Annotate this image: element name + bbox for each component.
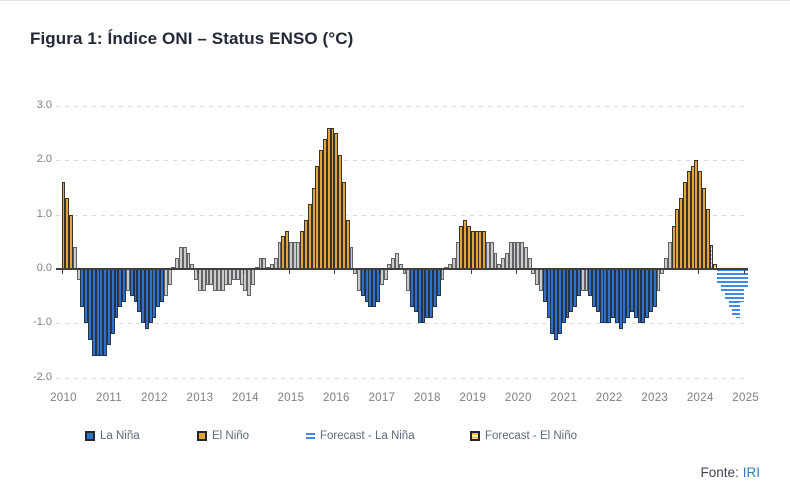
legend-item-forecast-la-nina: Forecast - La Niña — [306, 427, 415, 445]
legend-item-la-nina: La Niña — [85, 427, 140, 445]
x-axis-tick — [470, 269, 472, 274]
legend-item-forecast-el-nino: Forecast - El Niño — [470, 427, 577, 445]
oni-bar — [720, 269, 725, 291]
gridline — [56, 377, 748, 379]
zero-axis-line — [56, 268, 748, 270]
oni-bar — [743, 269, 748, 288]
x-axis-tick — [334, 269, 336, 274]
la-nina-swatch-icon — [85, 431, 95, 441]
oni-bar — [736, 269, 740, 318]
legend-label: El Niño — [212, 430, 250, 442]
x-axis-tick-label: 2014 — [232, 392, 259, 404]
x-axis-tick — [61, 269, 63, 274]
forecast-la-nina-swatch-icon — [306, 433, 315, 439]
source-link[interactable]: IRI — [742, 465, 760, 480]
x-axis-tick — [197, 269, 199, 274]
gridline — [56, 214, 748, 216]
oni-bar — [728, 269, 733, 307]
x-axis-tick-label: 2018 — [413, 392, 441, 404]
x-axis-tick-label: 2022 — [595, 392, 623, 404]
x-axis-tick — [106, 269, 108, 274]
x-axis-tick-label: 2017 — [368, 392, 396, 404]
x-axis-tick-label: 2021 — [550, 392, 578, 404]
oni-bar — [717, 269, 722, 283]
y-axis-tick-label: 2.0 — [36, 153, 52, 166]
x-axis-tick-label: 2019 — [459, 392, 487, 404]
x-axis-tick-label: 2015 — [277, 392, 305, 404]
gridline — [56, 160, 748, 162]
legend-item-el-nino: El Niño — [197, 427, 249, 445]
source-label: Fonte: — [700, 465, 739, 480]
x-axis-tick — [243, 269, 245, 274]
x-axis-tick — [425, 269, 427, 274]
y-axis-tick-label: 3.0 — [36, 99, 52, 112]
source-note: Fonte: IRI — [700, 465, 760, 480]
x-axis-tick-label: 2012 — [141, 392, 168, 404]
x-axis-tick — [288, 269, 290, 274]
x-axis-tick-label: 2016 — [322, 392, 350, 404]
legend-label: Forecast - El Niño — [485, 430, 578, 442]
x-axis-tick-label: 2020 — [504, 392, 532, 404]
forecast-el-nino-swatch-icon — [470, 431, 480, 441]
gridline — [56, 323, 748, 325]
x-axis-tick-label: 2023 — [641, 392, 669, 404]
x-axis-tick-label: 2010 — [50, 392, 77, 404]
chart-legend: La Niña El Niño Forecast - La Niña Forec… — [0, 427, 790, 447]
x-axis-tick — [379, 269, 381, 274]
y-axis-tick-label: -2.0 — [33, 370, 52, 383]
legend-label: Forecast - La Niña — [320, 430, 415, 442]
x-axis-tick-label: 2011 — [96, 392, 122, 404]
x-axis-tick — [698, 269, 700, 274]
y-axis-tick-label: 0.0 — [36, 262, 52, 274]
x-axis-tick — [743, 269, 745, 274]
x-axis-tick — [516, 269, 518, 274]
figure-title: Figura 1: Índice ONI – Status ENSO (°C) — [30, 29, 354, 48]
x-axis-tick — [561, 269, 563, 274]
legend-label: La Niña — [100, 430, 140, 442]
x-axis-tick — [152, 269, 154, 274]
x-axis-tick — [652, 269, 654, 274]
x-axis-tick-label: 2024 — [686, 392, 714, 404]
oni-bar — [724, 269, 729, 299]
oni-bar — [739, 269, 744, 302]
x-axis-tick — [607, 269, 609, 274]
y-axis-tick-label: 1.0 — [36, 207, 52, 220]
el-nino-swatch-icon — [197, 431, 207, 441]
y-axis-tick-label: -1.0 — [33, 316, 52, 329]
gridline — [56, 106, 748, 108]
x-axis-tick-label: 2013 — [186, 392, 214, 404]
x-axis-tick-label: 2025 — [732, 392, 760, 404]
oni-bar — [732, 269, 737, 316]
